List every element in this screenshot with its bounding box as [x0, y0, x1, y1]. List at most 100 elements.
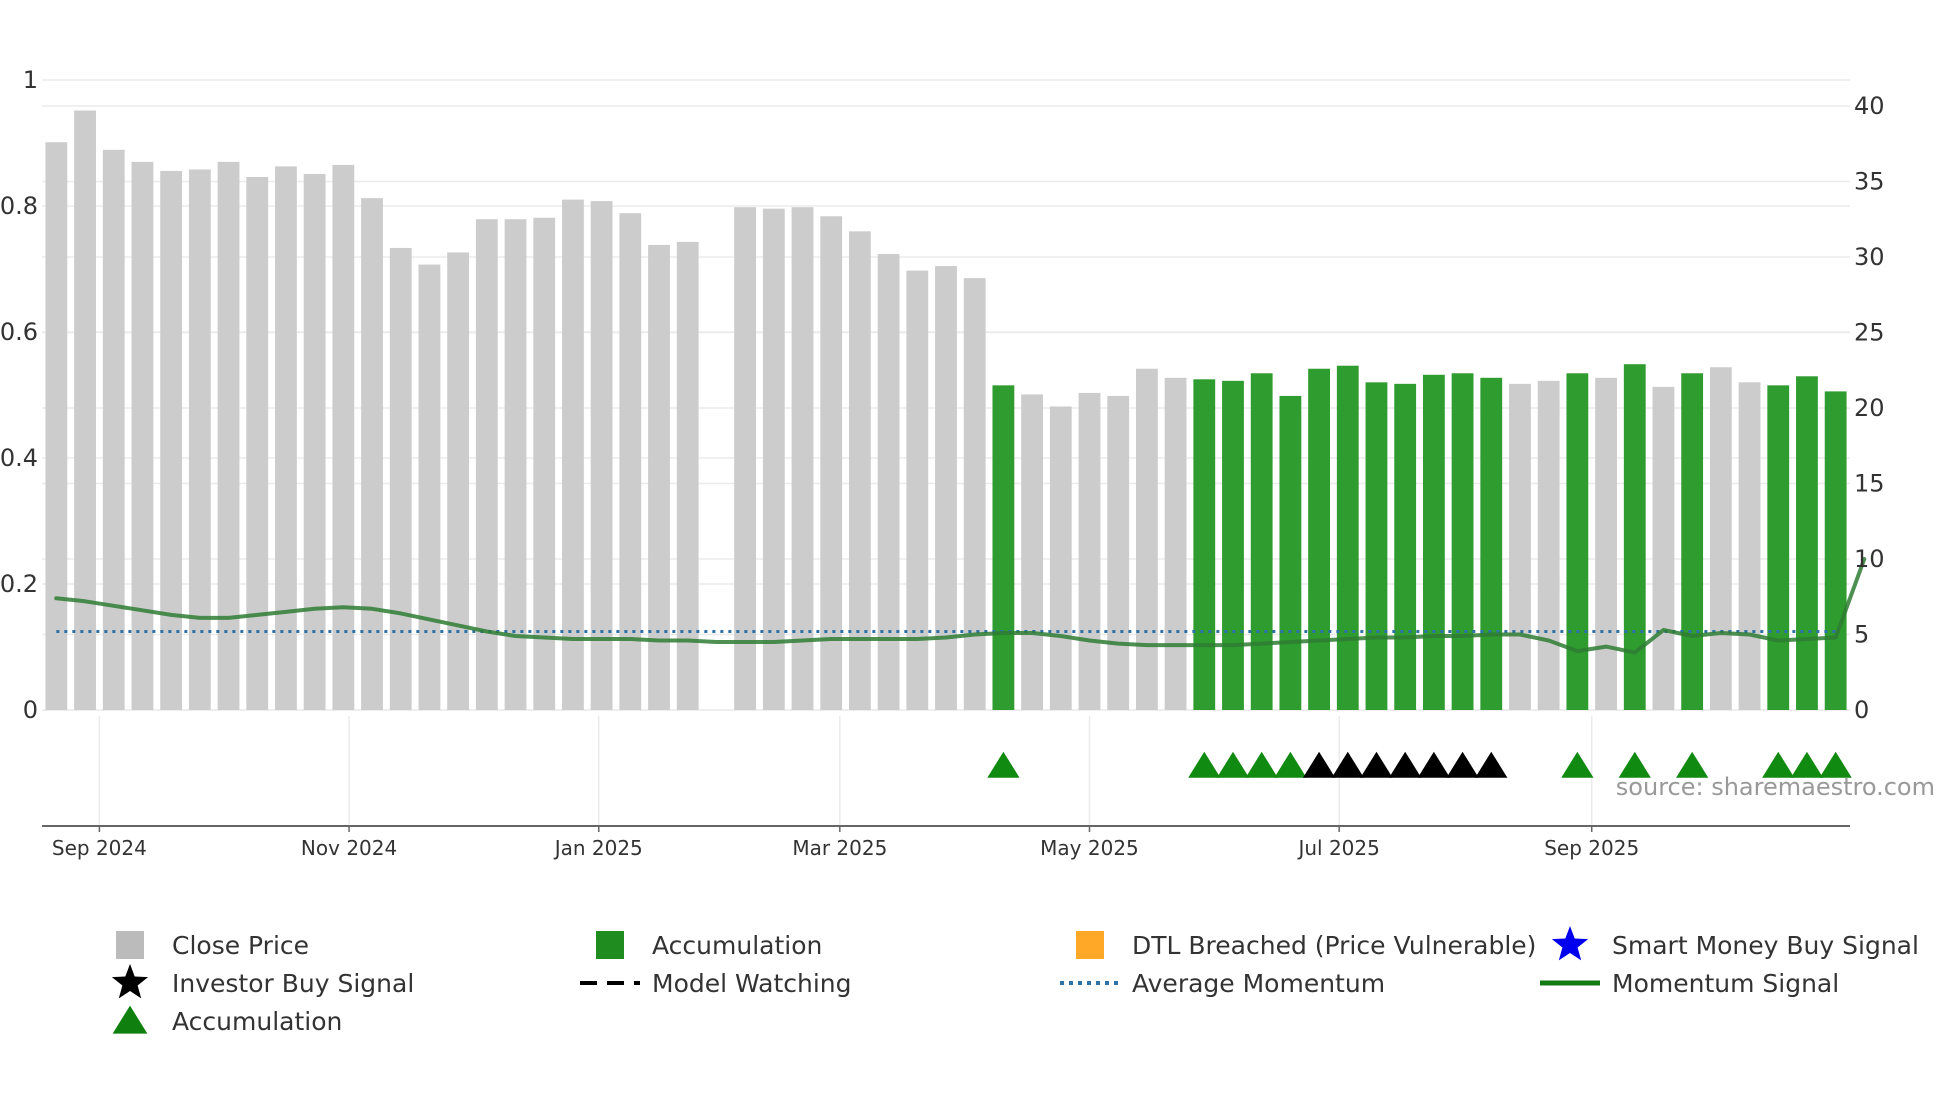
- legend-label: Investor Buy Signal: [172, 969, 414, 998]
- price-bars: [45, 110, 1847, 711]
- close-price-bar: [275, 166, 297, 710]
- close-price-bar: [1049, 406, 1072, 710]
- momentum-lines: [54, 557, 1867, 655]
- right-axis-tick-label: 40: [1854, 92, 1885, 120]
- x-axis-tick-label: Mar 2025: [792, 836, 887, 860]
- accumulation-bar: [1279, 395, 1302, 710]
- accumulation-legend-icon: [596, 931, 624, 959]
- legend-item: Model Watching: [580, 969, 852, 998]
- accumulation-bar: [1222, 380, 1244, 710]
- accumulation-bar: [1422, 374, 1445, 710]
- close-price-bar: [102, 149, 125, 711]
- accumulation-bar: [1250, 373, 1273, 710]
- close-price-bar: [791, 207, 814, 711]
- investor-buy-triangle-marker: [1360, 751, 1393, 778]
- close-price-bar: [361, 198, 383, 711]
- right-axis-tick-label: 10: [1854, 545, 1885, 573]
- accumulation-triangle-marker: [1245, 751, 1278, 778]
- close-price-bar: [504, 219, 527, 710]
- close-price-bar: [1537, 380, 1560, 710]
- left-axis-tick-label: 0.8: [0, 192, 38, 220]
- close-price-bar: [906, 270, 929, 710]
- close-price-bar: [1078, 392, 1101, 710]
- legend-label: Accumulation: [172, 1007, 342, 1036]
- accumulation-bar: [1394, 383, 1417, 710]
- accumulation-triangle-marker: [1790, 751, 1824, 778]
- accumulation-triangle-marker: [1618, 751, 1651, 778]
- close-price-bar: [131, 161, 154, 710]
- accumulation-triangle-marker: [987, 751, 1020, 778]
- left-axis-tick-label: 0.2: [0, 570, 38, 598]
- close-price-bar: [217, 161, 240, 710]
- x-axis-tick-label: Nov 2024: [301, 836, 397, 860]
- momentum-signal-line: [54, 557, 1867, 655]
- close-price-bar: [734, 207, 757, 711]
- legend-item: Close Price: [116, 931, 309, 960]
- close-price-bar: [1709, 367, 1732, 710]
- close-price-bar: [533, 217, 556, 711]
- close-price-bar: [246, 176, 269, 711]
- signal-markers: [987, 751, 1852, 778]
- investor-buy-triangle-marker: [1302, 751, 1336, 778]
- accumulation-bar: [1824, 391, 1847, 710]
- close-price-bar: [1738, 382, 1761, 710]
- accumulation-triangle-marker: [1216, 751, 1250, 778]
- close-price-bar: [935, 266, 957, 710]
- accumulation-bar: [1480, 377, 1503, 710]
- investor-buy-triangle-marker: [1446, 751, 1479, 778]
- legend-label: DTL Breached (Price Vulnerable): [1132, 931, 1536, 960]
- accumulation-bar: [992, 385, 1015, 710]
- close-price-bar: [562, 199, 584, 710]
- legend-label: Close Price: [172, 931, 309, 960]
- legend-item: Investor Buy Signal: [111, 964, 414, 999]
- left-axis-tick-label: 0: [23, 696, 38, 724]
- right-axis-tick-label: 35: [1854, 168, 1885, 196]
- x-axis-tick-label: Sep 2025: [1544, 836, 1639, 860]
- investor-buy-triangle-marker: [1417, 751, 1450, 778]
- close-price-bar: [648, 244, 670, 711]
- right-axis-tick-label: 0: [1854, 696, 1869, 724]
- legend-item: Average Momentum: [1060, 969, 1385, 998]
- close-price-bar: [332, 164, 355, 710]
- close-price-bar: [590, 201, 613, 710]
- investor-buy-star-icon: [111, 964, 149, 999]
- accumulation-bar: [1365, 382, 1388, 710]
- accumulation-bar: [1451, 373, 1474, 710]
- right-axis-tick-label: 15: [1854, 470, 1885, 498]
- close-price-bar: [160, 170, 183, 710]
- x-axis-tick-label: Sep 2024: [52, 836, 147, 860]
- close-price-bar: [877, 253, 900, 711]
- legend-label: Momentum Signal: [1612, 969, 1839, 998]
- accumulation-bar: [1193, 379, 1216, 710]
- close-price-bar: [1164, 377, 1187, 710]
- accumulation-bar: [1767, 385, 1790, 710]
- source-label: source: sharemaestro.com: [1616, 773, 1935, 801]
- investor-buy-triangle-marker: [1331, 751, 1364, 778]
- left-axis-tick-label: 1: [23, 66, 38, 94]
- legend: Close Price Accumulation DTL Breached (Pri…: [111, 926, 1919, 1036]
- legend-label: Average Momentum: [1132, 969, 1385, 998]
- right-axis-tick-label: 20: [1854, 394, 1885, 422]
- left-axis-tick-label: 0.4: [0, 444, 38, 472]
- accumulation-triangle-marker: [1274, 751, 1307, 778]
- accumulation-bar: [1623, 364, 1646, 710]
- right-axis-tick-label: 25: [1854, 319, 1885, 347]
- close-price-bar: [1135, 368, 1158, 710]
- close-price-bar: [1509, 383, 1531, 710]
- close-price-legend-icon: [116, 931, 144, 959]
- legend-item: Smart Money Buy Signal: [1551, 926, 1919, 961]
- accumulation-triangle-icon: [112, 1005, 148, 1034]
- close-price-bar: [45, 142, 68, 711]
- accumulation-triangle-marker: [1188, 751, 1221, 778]
- close-price-bar: [418, 264, 441, 710]
- smart-money-star-icon: [1551, 926, 1589, 961]
- legend-label: Accumulation: [652, 931, 822, 960]
- close-price-bar: [74, 110, 96, 710]
- close-price-bar: [1107, 395, 1130, 710]
- accumulation-triangle-marker: [1819, 751, 1852, 778]
- right-axis-tick-label: 5: [1854, 621, 1869, 649]
- accumulation-bar: [1681, 373, 1704, 710]
- close-price-bar: [820, 216, 843, 711]
- investor-buy-triangle-marker: [1389, 751, 1422, 778]
